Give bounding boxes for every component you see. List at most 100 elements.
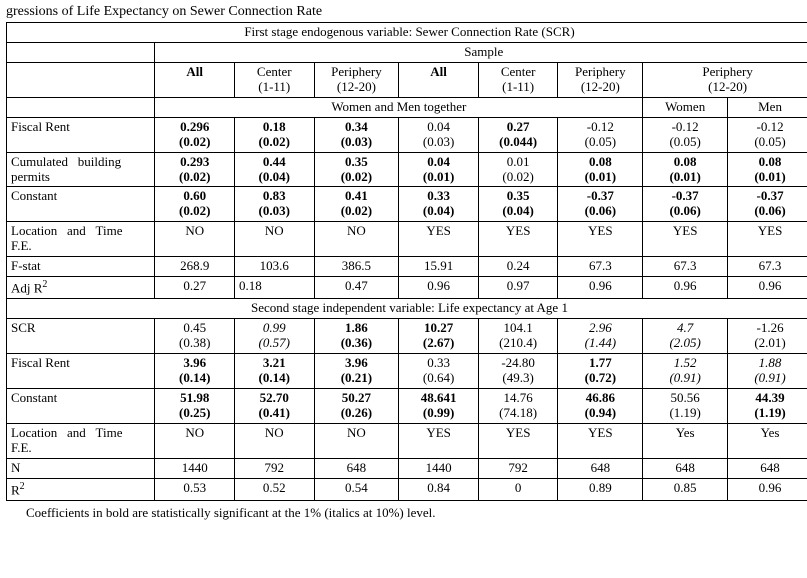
first-stage-header-row: First stage endogenous variable: Sewer C… <box>7 23 807 43</box>
label-fiscal-rent-1: Fiscal Rent <box>7 117 155 152</box>
cell: 1440 <box>399 458 479 478</box>
cell: 52.70(0.41) <box>234 389 314 424</box>
table-footnote: Coefficients in bold are statistically s… <box>26 505 807 521</box>
cell: 0.33(0.64) <box>399 354 479 389</box>
cell: 4.7(2.05) <box>643 319 728 354</box>
col-center-1: Center(1-11) <box>234 62 314 97</box>
cell: 648 <box>643 458 728 478</box>
cell: 44.39(1.19) <box>728 389 807 424</box>
subhead-women: Women <box>643 97 728 117</box>
subhead-men: Men <box>728 97 807 117</box>
col-all-2: All <box>399 62 479 97</box>
cell: 10.27(2.67) <box>399 319 479 354</box>
cell: 0.24 <box>478 257 558 277</box>
cell: 50.27(0.26) <box>314 389 399 424</box>
cell: 3.21(0.14) <box>234 354 314 389</box>
cell: 0.08(0.01) <box>643 152 728 187</box>
cell: 15.91 <box>399 257 479 277</box>
col-all-1: All <box>155 62 235 97</box>
cell: YES <box>728 222 807 257</box>
second-stage-header-row: Second stage independent variable: Life … <box>7 299 807 319</box>
cell: 0 <box>478 478 558 500</box>
cell: 0.52 <box>234 478 314 500</box>
label-fe-2: Location and TimeF.E. <box>7 423 155 458</box>
cell: 0.84 <box>399 478 479 500</box>
cell: 0.293(0.02) <box>155 152 235 187</box>
cell: -0.12(0.05) <box>728 117 807 152</box>
table-caption-fragment: gressions of Life Expectancy on Sewer Co… <box>6 4 807 20</box>
cell: YES <box>558 222 643 257</box>
cell: YES <box>399 423 479 458</box>
cell: 0.41(0.02) <box>314 187 399 222</box>
regression-table: First stage endogenous variable: Sewer C… <box>6 22 807 501</box>
label-r2: R2 <box>7 478 155 500</box>
cell: 104.1(210.4) <box>478 319 558 354</box>
row-fe-1: Location and TimeF.E. NO NO NO YES YES Y… <box>7 222 807 257</box>
cell: -24.80(49.3) <box>478 354 558 389</box>
row-constant-1: Constant 0.60(0.02) 0.83(0.03) 0.41(0.02… <box>7 187 807 222</box>
cell: 1.52(0.91) <box>643 354 728 389</box>
cell: 0.33(0.04) <box>399 187 479 222</box>
first-stage-header: First stage endogenous variable: Sewer C… <box>7 23 807 43</box>
label-fstat: F-stat <box>7 257 155 277</box>
cell: 3.96(0.14) <box>155 354 235 389</box>
cell: 2.96(1.44) <box>558 319 643 354</box>
cell: 0.97 <box>478 277 558 299</box>
cell: -0.37(0.06) <box>643 187 728 222</box>
cell: 0.04(0.01) <box>399 152 479 187</box>
cell: 0.45(0.38) <box>155 319 235 354</box>
cell: 1.88(0.91) <box>728 354 807 389</box>
cell: -0.12(0.05) <box>558 117 643 152</box>
cell: NO <box>155 423 235 458</box>
cell: 0.296(0.02) <box>155 117 235 152</box>
cell: 0.53 <box>155 478 235 500</box>
cell: NO <box>314 423 399 458</box>
cell: -1.26(2.01) <box>728 319 807 354</box>
cell: YES <box>558 423 643 458</box>
col-center-2: Center(1-11) <box>478 62 558 97</box>
cell: Yes <box>728 423 807 458</box>
cell: 268.9 <box>155 257 235 277</box>
row-constant-2: Constant 51.98(0.25) 52.70(0.41) 50.27(0… <box>7 389 807 424</box>
cell: 648 <box>728 458 807 478</box>
row-adjr2: Adj R2 0.27 0.18 0.47 0.96 0.97 0.96 0.9… <box>7 277 807 299</box>
cell: 648 <box>558 458 643 478</box>
cell: NO <box>155 222 235 257</box>
cell: 0.18 <box>234 277 314 299</box>
cell: 0.34(0.03) <box>314 117 399 152</box>
cell: 0.96 <box>728 478 807 500</box>
label-constant-1: Constant <box>7 187 155 222</box>
cell: 1.77(0.72) <box>558 354 643 389</box>
row-scr: SCR 0.45(0.38) 0.99(0.57) 1.86(0.36) 10.… <box>7 319 807 354</box>
cell: 0.85 <box>643 478 728 500</box>
cell: 67.3 <box>558 257 643 277</box>
cell: YES <box>643 222 728 257</box>
cell: 0.35(0.04) <box>478 187 558 222</box>
cell: 0.27(0.044) <box>478 117 558 152</box>
cell: 0.96 <box>399 277 479 299</box>
cell: 792 <box>234 458 314 478</box>
cell: 3.96(0.21) <box>314 354 399 389</box>
label-scr: SCR <box>7 319 155 354</box>
label-fiscal-rent-2: Fiscal Rent <box>7 354 155 389</box>
second-stage-header: Second stage independent variable: Life … <box>7 299 807 319</box>
row-fiscal-rent-1: Fiscal Rent 0.296(0.02) 0.18(0.02) 0.34(… <box>7 117 807 152</box>
cell: 51.98(0.25) <box>155 389 235 424</box>
cell: Yes <box>643 423 728 458</box>
cell: -0.37(0.06) <box>728 187 807 222</box>
cell: 0.89 <box>558 478 643 500</box>
cell: 0.96 <box>558 277 643 299</box>
cell: 0.27 <box>155 277 235 299</box>
cell: 0.83(0.03) <box>234 187 314 222</box>
col-periphery-1: Periphery(12-20) <box>314 62 399 97</box>
cell: 0.35(0.02) <box>314 152 399 187</box>
cell: 50.56(1.19) <box>643 389 728 424</box>
column-groups-row: All Center(1-11) Periphery(12-20) All Ce… <box>7 62 807 97</box>
cell: 67.3 <box>643 257 728 277</box>
subhead-together: Women and Men together <box>155 97 643 117</box>
label-n: N <box>7 458 155 478</box>
cell: NO <box>314 222 399 257</box>
label-adjr2: Adj R2 <box>7 277 155 299</box>
cell: 0.47 <box>314 277 399 299</box>
col-periphery-2: Periphery(12-20) <box>558 62 643 97</box>
